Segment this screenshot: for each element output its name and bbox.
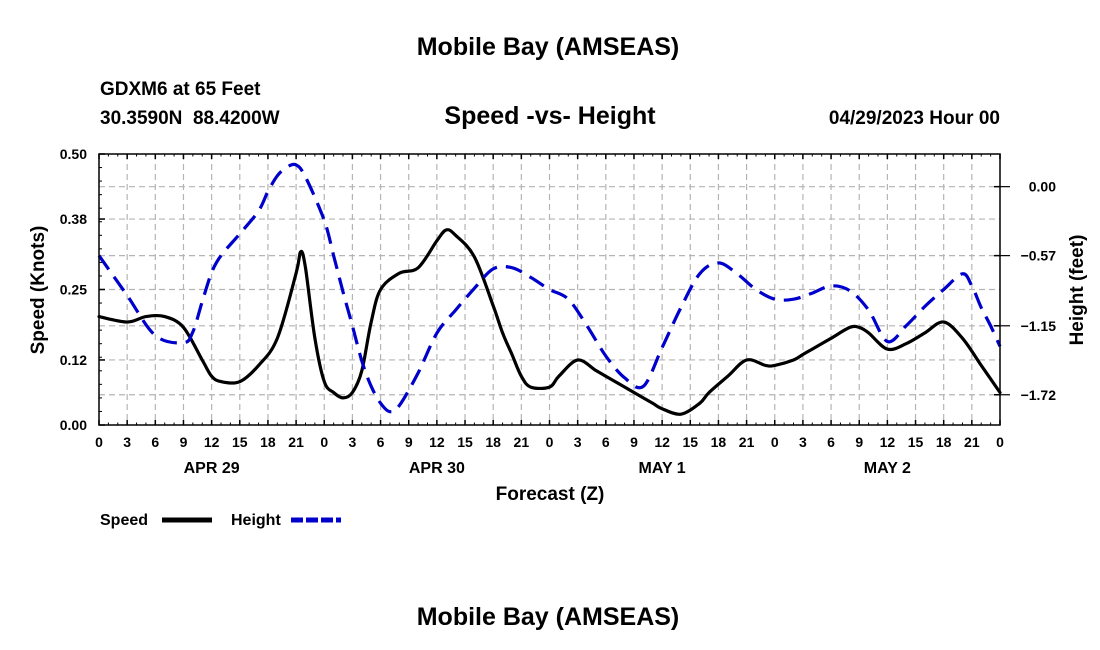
legend: Speed Height: [100, 512, 341, 529]
y-left-tick-label: 0.50: [60, 146, 87, 162]
chart-title: Mobile Bay (AMSEAS): [417, 33, 680, 61]
x-tick-label: 6: [151, 434, 159, 450]
x-tick-label: 3: [123, 434, 131, 450]
x-tick-label: 21: [288, 434, 304, 450]
x-tick-label: 3: [799, 434, 807, 450]
chart-title-bottom: Mobile Bay (AMSEAS): [417, 603, 680, 631]
legend-height-label: Height: [231, 512, 281, 529]
y-right-tick-label: −1.72: [1021, 387, 1057, 403]
date-label: MAY 1: [639, 460, 686, 477]
coordinates-label: 30.3590N 88.4200W: [100, 108, 280, 129]
x-tick-label: 9: [630, 434, 638, 450]
x-tick-label: 12: [880, 434, 896, 450]
x-tick-label: 0: [320, 434, 328, 450]
x-tick-label: 3: [349, 434, 357, 450]
x-tick-label: 6: [602, 434, 610, 450]
chart-subtitle: Speed -vs- Height: [444, 102, 656, 130]
x-tick-label: 0: [996, 434, 1004, 450]
x-tick-label: 15: [908, 434, 924, 450]
series-line-height: [97, 162, 1002, 414]
x-tick-label: 0: [546, 434, 554, 450]
date-label: APR 30: [409, 460, 465, 477]
x-tick-label: 9: [180, 434, 188, 450]
date-label: APR 29: [184, 460, 240, 477]
y-left-tick-label: 0.38: [60, 211, 87, 227]
y-left-tick-label: 0.12: [60, 352, 87, 368]
x-tick-label: 15: [682, 434, 698, 450]
x-tick-label: 18: [260, 434, 276, 450]
grid: [99, 154, 1000, 425]
x-tick-label: 18: [711, 434, 727, 450]
x-tick-label: 21: [964, 434, 980, 450]
x-tick-label: 6: [827, 434, 835, 450]
x-tick-label: 9: [855, 434, 863, 450]
station-label: GDXM6 at 65 Feet: [100, 79, 261, 100]
x-tick-label: 12: [204, 434, 220, 450]
series-line-speed: [97, 228, 1002, 416]
x-tick-label: 21: [739, 434, 755, 450]
x-tick-label: 21: [514, 434, 530, 450]
x-tick-label: 18: [936, 434, 952, 450]
x-tick-label: 12: [654, 434, 670, 450]
x-tick-label: 15: [232, 434, 248, 450]
x-tick-label: 0: [771, 434, 779, 450]
date-label: MAY 2: [864, 460, 911, 477]
x-tick-label: 6: [377, 434, 385, 450]
y-axis-right-label: Height (feet): [1067, 235, 1088, 346]
forecast-timestamp: 04/29/2023 Hour 00: [829, 108, 1000, 129]
x-tick-label: 12: [429, 434, 445, 450]
x-tick-label: 9: [405, 434, 413, 450]
x-tick-label: 18: [485, 434, 501, 450]
legend-speed-label: Speed: [100, 512, 148, 529]
y-left-tick-label: 0.00: [60, 417, 87, 433]
y-right-tick-label: −1.15: [1021, 318, 1057, 334]
axis-ticks: [98, 153, 1010, 426]
x-tick-label: 3: [574, 434, 582, 450]
axis-tick-labels: 0 3 6 9 12 15 18 21 0 3 6 9 12 15 18 21 0 3 6 9 12 15 18 21 0 3 6 9…: [60, 146, 1056, 477]
y-axis-left-label: Speed (Knots): [28, 226, 49, 355]
y-left-tick-label: 0.25: [60, 282, 87, 298]
x-tick-label: 0: [95, 434, 103, 450]
series-layer: [97, 162, 1002, 416]
x-axis-label: Forecast (Z): [496, 484, 605, 505]
y-right-tick-label: 0.00: [1029, 179, 1056, 195]
x-tick-label: 15: [457, 434, 473, 450]
y-right-tick-label: −0.57: [1021, 248, 1057, 264]
